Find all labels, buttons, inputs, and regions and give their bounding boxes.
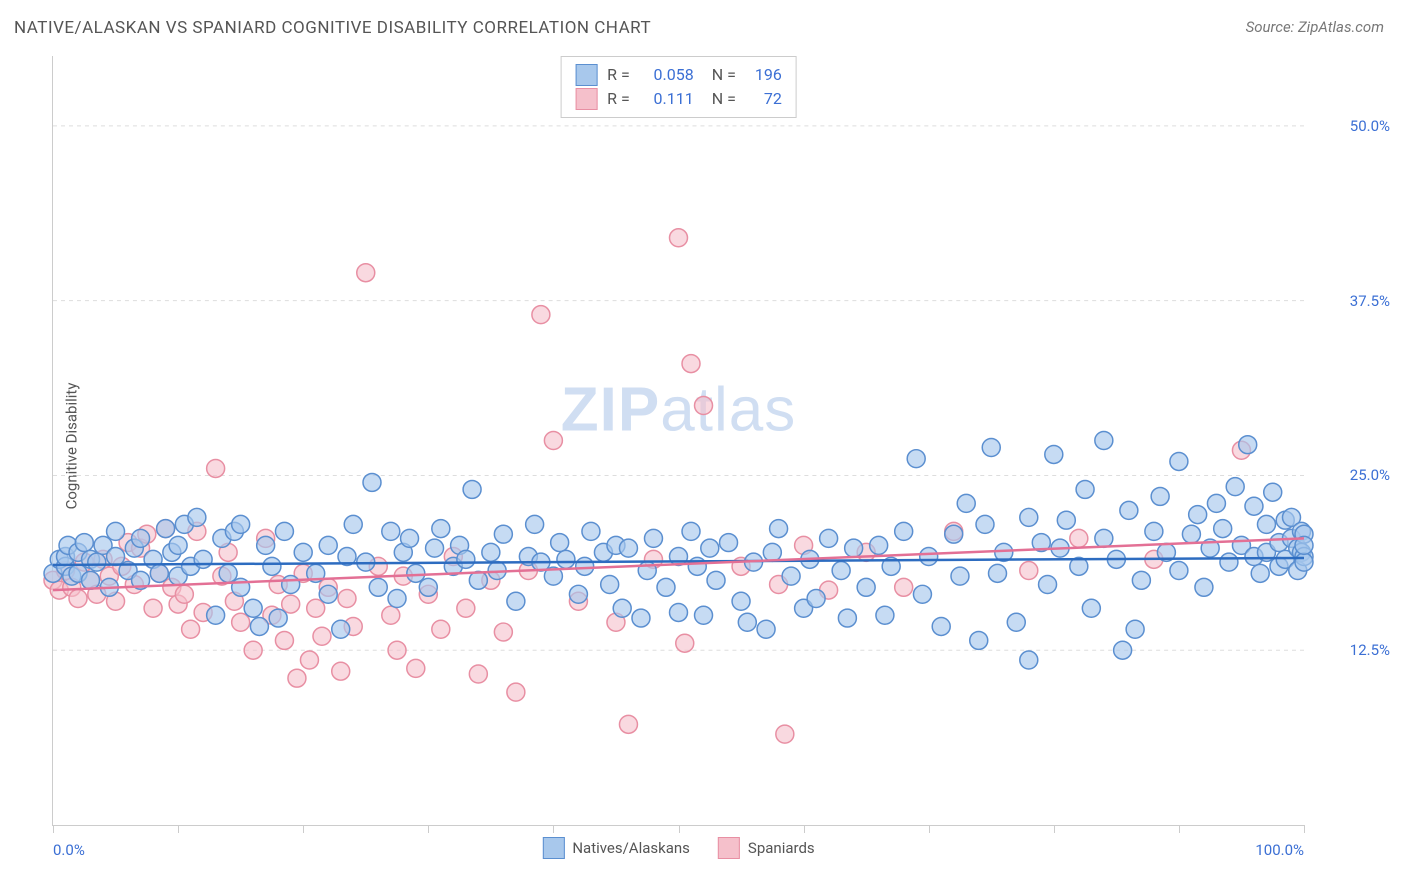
y-tick-label: 37.5% — [1350, 292, 1390, 310]
stats-swatch — [575, 88, 597, 110]
y-tick-label: 12.5% — [1350, 641, 1390, 659]
x-tick-label-max: 100.0% — [1255, 841, 1304, 859]
r-label: R = — [607, 87, 630, 111]
stats-row: R = 0.058 N = 196 — [575, 63, 782, 87]
x-tick — [303, 825, 304, 833]
x-tick — [1054, 825, 1055, 833]
n-label: N = — [712, 63, 736, 87]
r-value: 0.111 — [640, 87, 694, 111]
plot-area: ZIPatlas 12.5%25.0%37.5%50.0% R =0.058N … — [52, 56, 1304, 826]
bottom-legend: Natives/Alaskans Spaniards — [542, 837, 814, 859]
stats-legend-box: R = 0.058 N = 196 R = 0.111 N = 72 — [560, 56, 797, 118]
n-label: N = — [712, 87, 736, 111]
legend-item: Natives/Alaskans — [542, 837, 690, 859]
x-tick — [1304, 825, 1305, 833]
legend-label: Spaniards — [748, 839, 815, 857]
x-tick — [804, 825, 805, 833]
stats-swatch — [575, 64, 597, 86]
legend-swatch — [542, 837, 564, 859]
x-tick — [428, 825, 429, 833]
scatter-svg — [53, 56, 1304, 825]
legend-swatch — [718, 837, 740, 859]
x-tick — [178, 825, 179, 833]
legend-label: Natives/Alaskans — [572, 839, 690, 857]
x-tick — [553, 825, 554, 833]
r-value: 0.058 — [640, 63, 694, 87]
x-tick — [679, 825, 680, 833]
r-label: R = — [607, 63, 630, 87]
stats-row: R = 0.111 N = 72 — [575, 87, 782, 111]
chart-title: NATIVE/ALASKAN VS SPANIARD COGNITIVE DIS… — [14, 18, 651, 38]
n-value: 196 — [746, 63, 782, 87]
x-tick — [929, 825, 930, 833]
n-value: 72 — [746, 87, 782, 111]
y-tick-label: 25.0% — [1350, 466, 1390, 484]
x-tick-label-min: 0.0% — [53, 841, 85, 859]
x-tick — [1179, 825, 1180, 833]
source-attribution: Source: ZipAtlas.com — [1246, 18, 1384, 36]
legend-item: Spaniards — [718, 837, 815, 859]
y-tick-label: 50.0% — [1350, 117, 1390, 135]
x-tick — [53, 825, 54, 833]
